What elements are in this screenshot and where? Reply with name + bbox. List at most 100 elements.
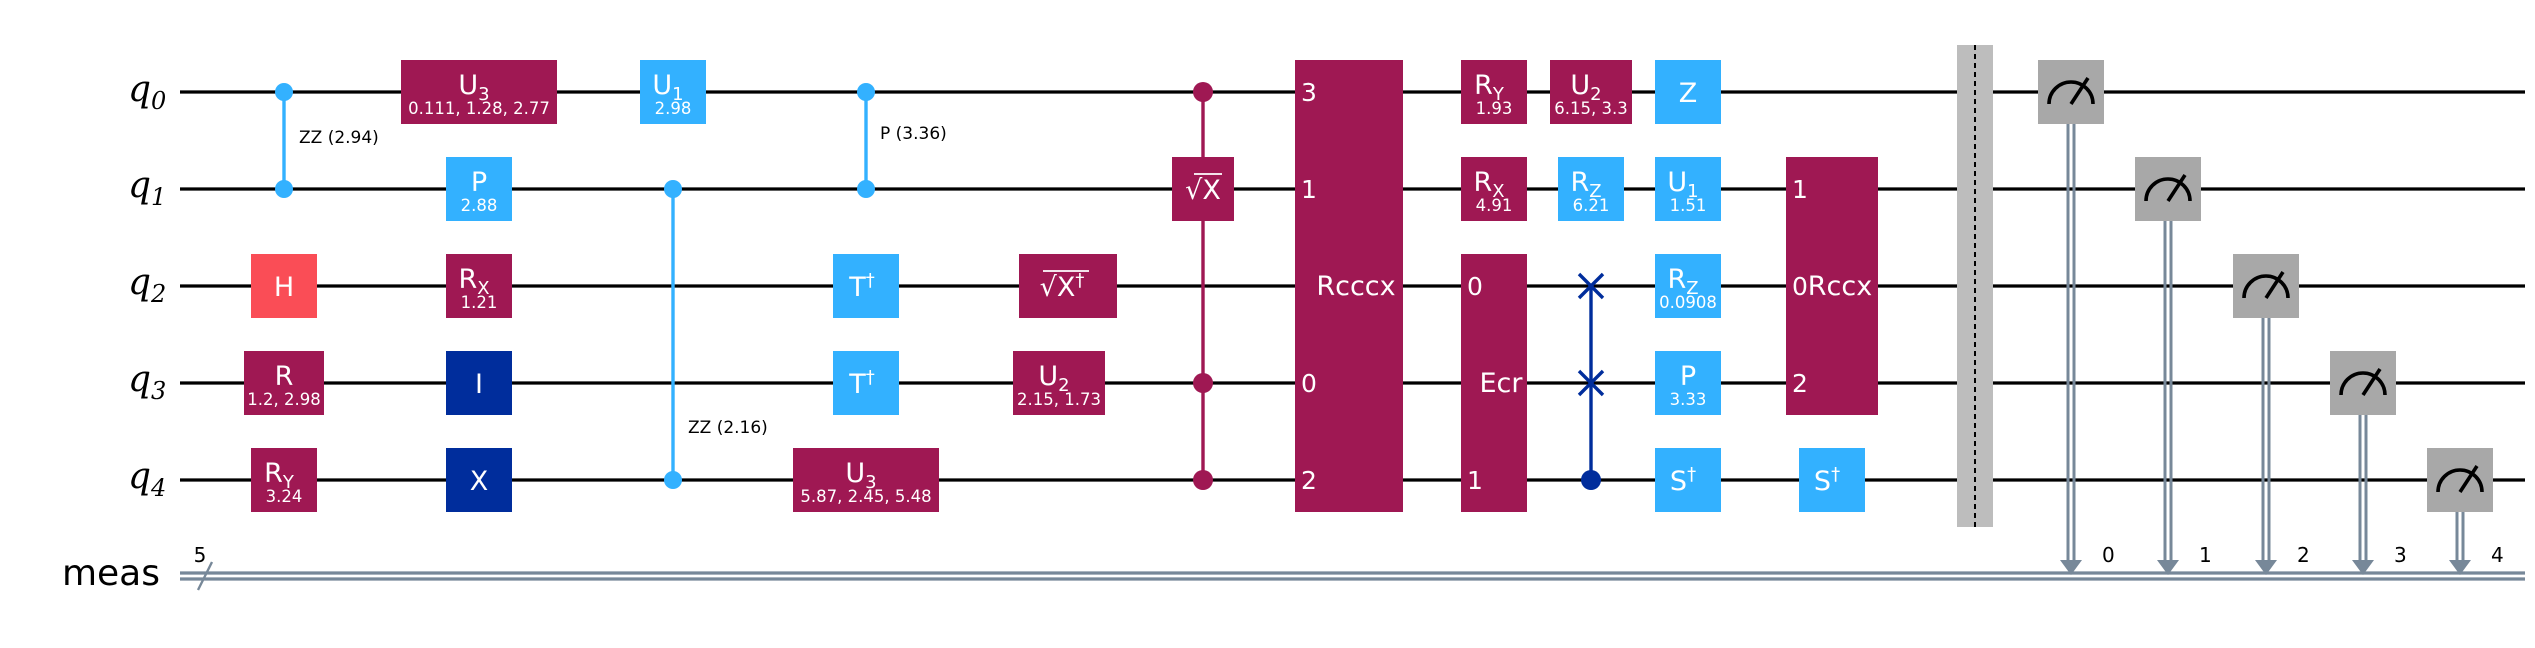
rz-gate-q2[interactable]: RZ 0.0908	[1655, 254, 1721, 318]
measure-bit-index: 2	[2297, 543, 2310, 567]
p-gate-q3[interactable]: P 3.33	[1655, 351, 1721, 415]
csx-control-dot	[1193, 470, 1213, 490]
meter-needle-icon	[2458, 465, 2479, 493]
qubit-label-q4: q4	[128, 456, 166, 502]
measure-box	[2427, 448, 2493, 512]
rzz-control-dot	[664, 180, 682, 198]
ry-gate-q0[interactable]: RY 1.93	[1461, 60, 1527, 124]
svg-text:H: H	[274, 272, 294, 303]
svg-text:I: I	[475, 369, 483, 400]
svg-text:0: 0	[1301, 369, 1317, 398]
svg-text:2: 2	[1792, 369, 1808, 398]
svg-text:1.21: 1.21	[461, 293, 498, 312]
sdg-gate-q4[interactable]: S†	[1655, 448, 1721, 512]
meter-icon	[2339, 371, 2387, 396]
u1-gate-q1[interactable]: U1 1.51	[1655, 157, 1721, 221]
measure-arrow	[2255, 560, 2277, 575]
cp-gate-q0-q1[interactable]: P (3.36)	[857, 83, 947, 198]
classical-register-size: 5	[194, 543, 207, 567]
sdg-gate-q4-second[interactable]: S†	[1799, 448, 1865, 512]
svg-text:P: P	[1680, 361, 1696, 392]
measure-box	[2233, 254, 2299, 318]
rx-gate-q2[interactable]: RX 1.21	[446, 254, 512, 318]
rcccx-gate[interactable]: 3 1 0 2 Rcccx	[1295, 60, 1403, 512]
rzz-control-dot	[664, 471, 682, 489]
svg-text:1.2, 2.98: 1.2, 2.98	[247, 390, 320, 409]
rz-gate-q1[interactable]: RZ 6.21	[1558, 157, 1624, 221]
measure-gate-q1[interactable]: 1	[2135, 157, 2212, 575]
measure-bit-index: 3	[2394, 543, 2407, 567]
ecr-gate[interactable]: 0 1 Ecr	[1461, 254, 1527, 512]
cswap-gate[interactable]	[1577, 272, 1605, 490]
rccx-gate[interactable]: 1 0 2 Rccx	[1786, 157, 1878, 415]
measure-box	[2135, 157, 2201, 221]
classical-register-label: meas	[62, 553, 160, 594]
svg-text:0: 0	[1792, 272, 1808, 301]
measure-gate-q0[interactable]: 0	[2038, 60, 2115, 575]
svg-text:RY: RY	[1474, 70, 1505, 105]
svg-text:1: 1	[1301, 175, 1317, 204]
meter-icon	[2436, 468, 2484, 493]
svg-text:RZ: RZ	[1667, 264, 1698, 299]
svg-text:1.93: 1.93	[1476, 99, 1513, 118]
ry-gate-q4[interactable]: RY 3.24	[251, 448, 317, 512]
meter-icon	[2242, 274, 2290, 299]
svg-text:RY: RY	[264, 458, 295, 493]
p-gate-q1[interactable]: P 2.88	[446, 157, 512, 221]
tdg-gate-q3[interactable]: T†	[833, 351, 899, 415]
u2-gate-q0[interactable]: U2 6.15, 3.3	[1550, 60, 1632, 124]
sxdg-gate-q2[interactable]: √X†	[1019, 254, 1117, 318]
z-gate-q0[interactable]: Z	[1655, 60, 1721, 124]
u2-gate-q3[interactable]: U2 2.15, 1.73	[1013, 351, 1105, 415]
u3-gate-q4[interactable]: U3 5.87, 2.45, 5.48	[793, 448, 939, 512]
csx-control-dot	[1193, 82, 1213, 102]
svg-text:2.98: 2.98	[655, 99, 692, 118]
svg-text:4.91: 4.91	[1476, 196, 1513, 215]
meter-needle-icon	[2361, 368, 2382, 396]
rx-gate-q1[interactable]: RX 4.91	[1461, 157, 1527, 221]
rzz-label: ZZ (2.16)	[688, 418, 768, 438]
u1-gate-q0[interactable]: U1 2.98	[640, 60, 706, 124]
svg-text:0: 0	[1467, 272, 1483, 301]
svg-text:RX: RX	[1473, 167, 1504, 202]
u3-gate-q0[interactable]: U3 0.111, 1.28, 2.77	[401, 60, 557, 124]
svg-text:0.111, 1.28, 2.77: 0.111, 1.28, 2.77	[408, 99, 550, 118]
measure-bit-index: 4	[2491, 543, 2504, 567]
svg-text:6.15, 3.3: 6.15, 3.3	[1554, 99, 1627, 118]
tdg-gate-q2[interactable]: T†	[833, 254, 899, 318]
svg-text:1: 1	[1792, 175, 1808, 204]
svg-text:2: 2	[1301, 466, 1317, 495]
measure-arrow	[2060, 560, 2082, 575]
cp-control-dot	[857, 180, 875, 198]
cp-control-dot	[857, 83, 875, 101]
meter-needle-icon	[2264, 271, 2285, 299]
svg-text:Rcccx: Rcccx	[1316, 271, 1395, 302]
svg-text:U2: U2	[1038, 361, 1069, 396]
measure-bit-index: 1	[2199, 543, 2212, 567]
r-gate-q3[interactable]: R 1.2, 2.98	[244, 351, 324, 415]
measure-box	[2330, 351, 2396, 415]
svg-text:2.88: 2.88	[461, 196, 498, 215]
ccsx-gate[interactable]: √X	[1172, 82, 1234, 490]
x-gate-q4[interactable]: X	[446, 448, 512, 512]
svg-text:U3: U3	[845, 458, 876, 493]
measure-gate-q4[interactable]: 4	[2427, 448, 2504, 575]
h-gate-q2[interactable]: H	[251, 254, 317, 318]
svg-text:3.24: 3.24	[266, 487, 303, 506]
swap-cross-q2	[1577, 272, 1605, 300]
i-gate-q3[interactable]: I	[446, 351, 512, 415]
svg-text:T†: T†	[848, 270, 875, 303]
rzz-gate-q0-q1[interactable]: ZZ (2.94)	[275, 83, 379, 198]
meter-needle-icon	[2166, 174, 2187, 202]
measure-gate-q2[interactable]: 2	[2233, 254, 2310, 575]
svg-text:5.87, 2.45, 5.48: 5.87, 2.45, 5.48	[800, 487, 931, 506]
svg-text:R: R	[275, 361, 294, 392]
measure-box	[2038, 60, 2104, 124]
rzz-label: ZZ (2.94)	[299, 128, 379, 148]
svg-text:RX: RX	[458, 264, 489, 299]
rzz-gate-q1-q4[interactable]: ZZ (2.16)	[664, 180, 768, 489]
measure-gate-q3[interactable]: 3	[2330, 351, 2407, 575]
qubit-label-q2: q2	[128, 262, 166, 308]
svg-text:1.51: 1.51	[1670, 196, 1707, 215]
